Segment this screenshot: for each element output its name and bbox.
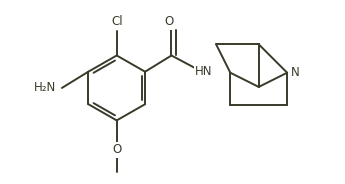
Text: H₂N: H₂N [33, 82, 56, 94]
Text: O: O [165, 15, 174, 29]
Text: HN: HN [195, 65, 213, 78]
Text: O: O [112, 143, 121, 156]
Text: N: N [291, 66, 300, 79]
Text: Cl: Cl [111, 15, 122, 29]
